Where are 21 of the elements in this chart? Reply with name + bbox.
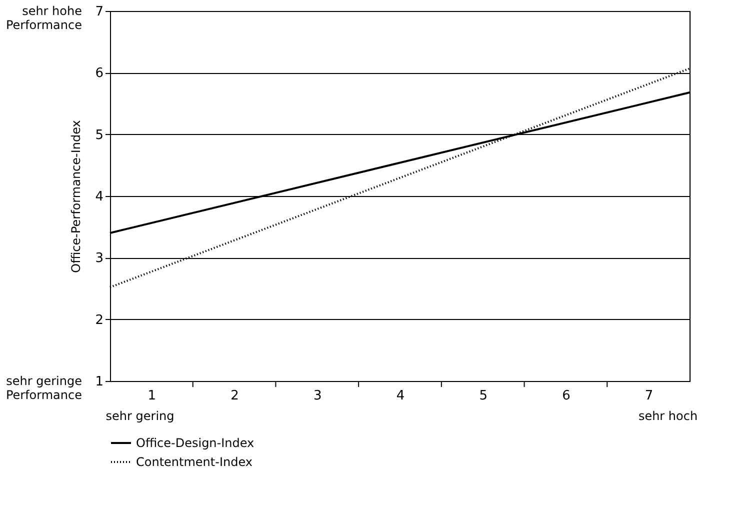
y-tick-label: 2	[95, 312, 104, 328]
y-tick-label: 3	[95, 251, 104, 266]
text: sehr geringe Performance	[6, 374, 82, 402]
y-tick-label: 7	[95, 4, 104, 20]
y-tick-label: 4	[95, 190, 104, 204]
y-tick-label: 1	[95, 374, 104, 390]
text: sehr gering	[106, 409, 174, 423]
x-tick-label: 6	[562, 388, 570, 404]
x-tick-label: 1	[148, 388, 156, 404]
legend-label: Contentment-Index	[136, 455, 252, 469]
x-tick-label: 4	[396, 388, 405, 404]
y-axis-title: Office-Performance-Index	[69, 120, 84, 273]
text: sehr hohe Performance	[6, 4, 82, 32]
text: sehr hoch	[638, 409, 698, 423]
x-tick-label: 3	[314, 388, 322, 404]
x-tick-label: 2	[230, 388, 239, 404]
x-tick-label: 5	[479, 388, 488, 404]
legend-label: Office-Design-Index	[136, 436, 254, 450]
x-tick-label: 7	[644, 388, 654, 404]
y-tick-label: 5	[95, 128, 104, 143]
y-tick-label: 6	[95, 66, 104, 82]
